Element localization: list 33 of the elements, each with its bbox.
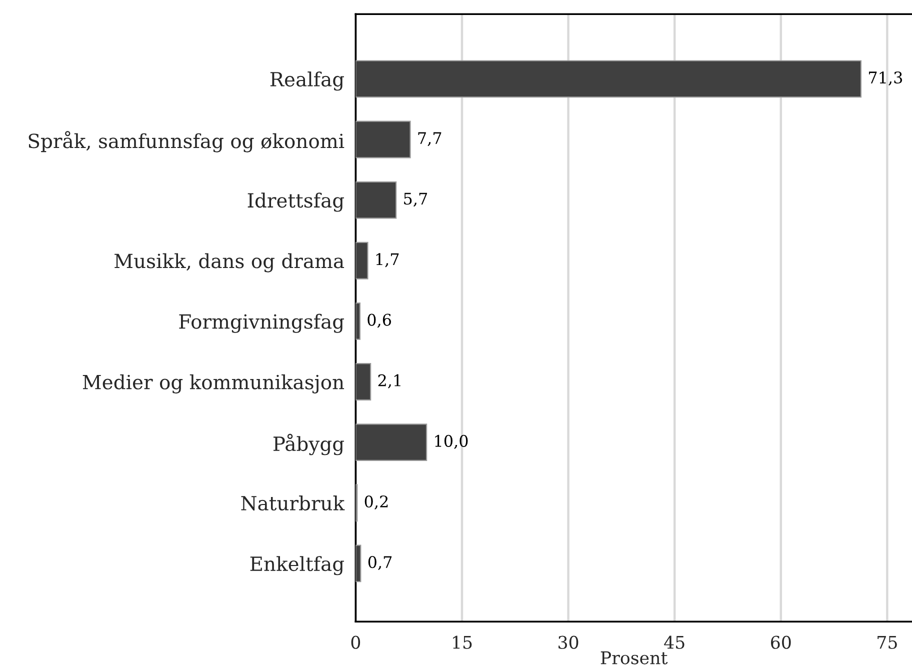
x-tick-label: 75 [878, 636, 897, 649]
y-tick-label: Musikk, dans og drama [114, 253, 344, 272]
y-tick-label: Naturbruk [241, 496, 345, 511]
data-label: 0,7 [368, 556, 392, 570]
y-tick-label: Påbygg [274, 434, 344, 456]
x-tick-label: 0 [351, 636, 360, 649]
data-label: 10,0 [435, 434, 468, 449]
data-label: 0,2 [364, 495, 388, 510]
bar [356, 181, 397, 219]
x-tick-label: 60 [771, 636, 791, 649]
y-tick-label: Idrettsfag [248, 192, 344, 212]
data-label: 2,1 [378, 374, 400, 388]
data-label: 71,3 [868, 71, 902, 86]
x-axis-title: Prosent [600, 651, 668, 664]
data-label: 7,7 [418, 132, 442, 146]
data-label: 1,7 [376, 253, 399, 268]
y-tick-label: Språk, samfunnsfag og økonomi [28, 130, 344, 152]
bar [356, 60, 862, 98]
data-label: 5,7 [404, 192, 427, 207]
y-tick-label: Medier og kommunikasjon [82, 374, 344, 394]
bar [356, 120, 411, 158]
bar [356, 242, 368, 280]
y-tick-label: Formgivningsfag [179, 314, 344, 333]
bar [356, 424, 428, 462]
y-tick-label: Enkeltfag [250, 556, 344, 576]
bar [356, 302, 360, 340]
data-label: 0,6 [368, 314, 392, 328]
bar [356, 363, 372, 400]
y-tick-label: Realfag [270, 72, 344, 91]
bar [356, 544, 362, 582]
x-tick-label: 45 [664, 636, 684, 649]
x-tick-label: 30 [558, 636, 578, 649]
x-tick-label: 15 [453, 636, 472, 649]
